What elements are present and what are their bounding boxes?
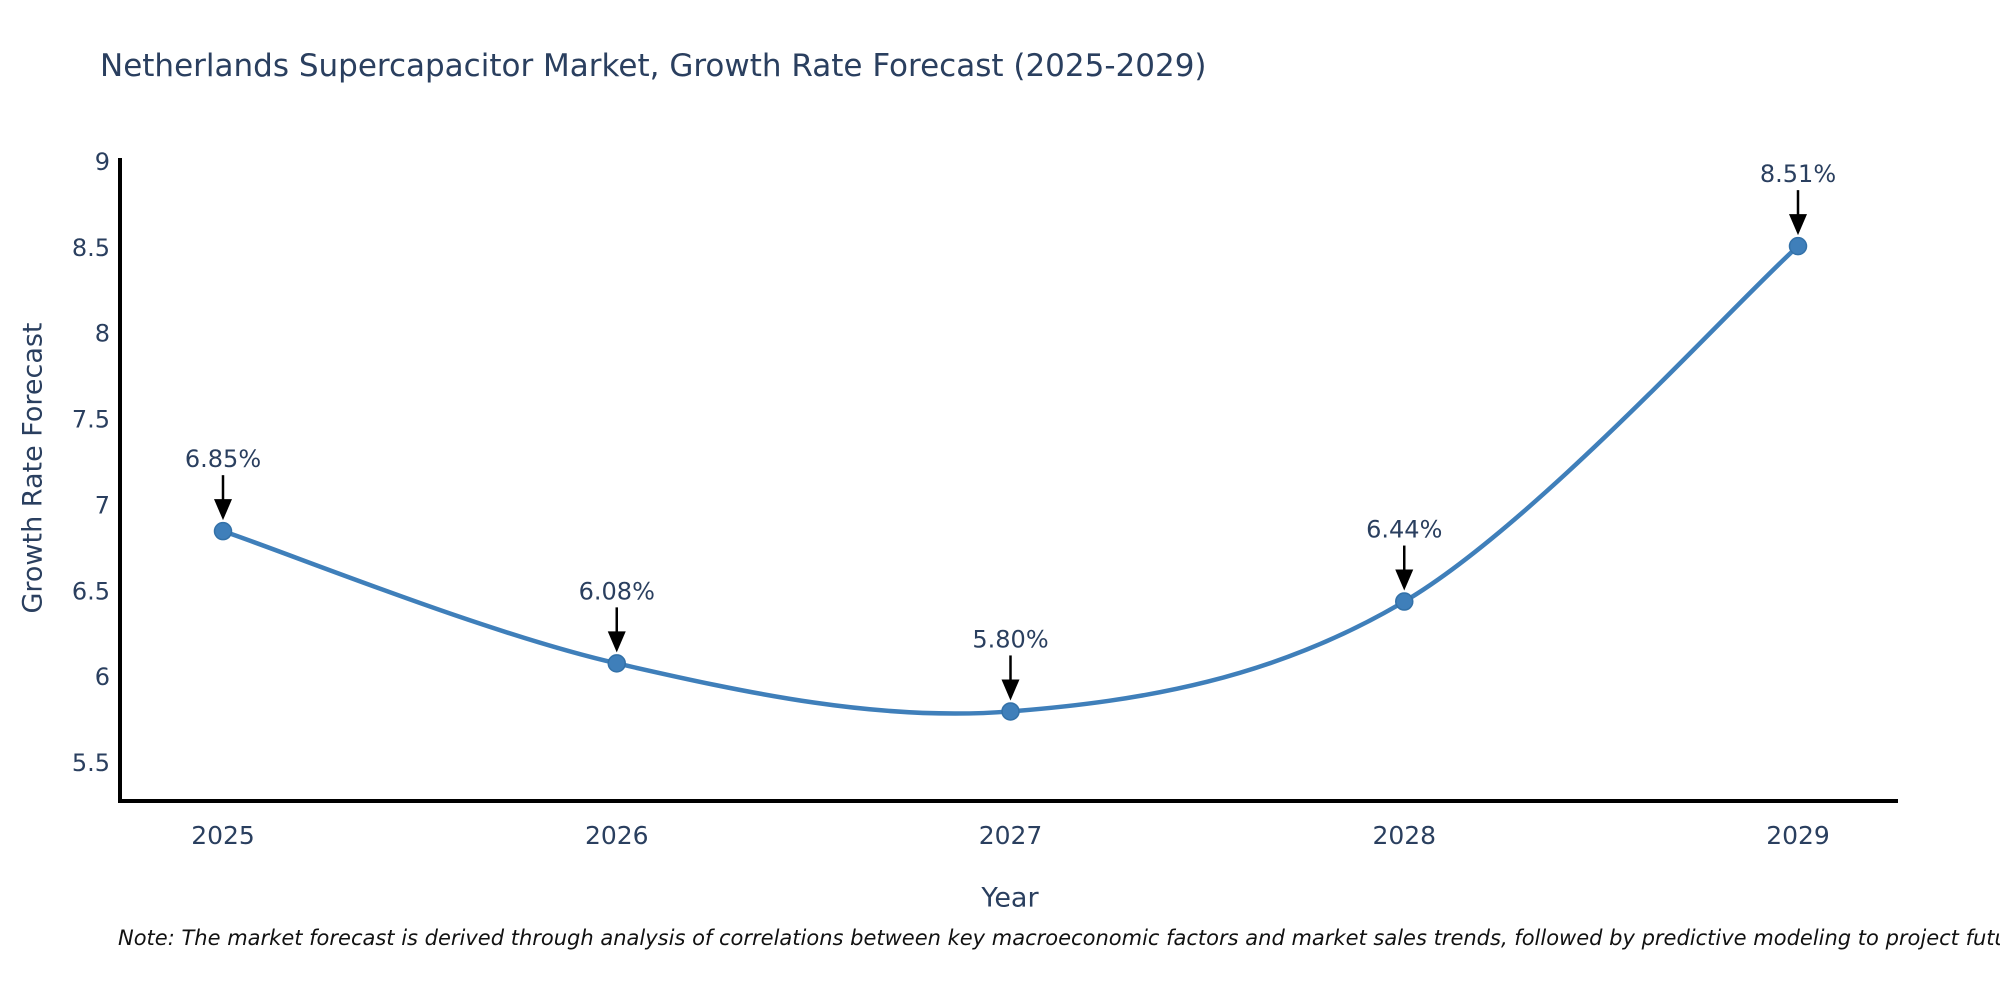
annotation-arrowhead <box>1395 569 1414 591</box>
annotation-label: 6.08% <box>579 577 655 605</box>
x-tick-label: 2025 <box>191 821 255 850</box>
y-tick-label: 7 <box>95 491 110 519</box>
data-point-marker <box>607 654 626 673</box>
data-point-marker <box>213 521 233 541</box>
annotation-arrowhead <box>607 631 626 653</box>
annotation-label: 5.80% <box>972 625 1048 653</box>
y-tick-label: 8.5 <box>72 234 110 262</box>
y-tick-label: 6 <box>95 663 110 691</box>
series-line <box>220 243 1801 716</box>
y-tick-label: 8 <box>95 320 110 348</box>
x-tick-label: 2027 <box>979 821 1043 850</box>
annotation-arrowhead <box>214 499 232 521</box>
annotation-label: 8.51% <box>1760 160 1836 188</box>
y-tick-label: 9 <box>95 148 110 176</box>
annotation-label: 6.85% <box>185 445 261 473</box>
footnote: Note: The market forecast is derived thr… <box>118 926 2000 950</box>
y-tick-label: 5.5 <box>72 749 110 777</box>
y-tick-label: 7.5 <box>72 406 110 434</box>
annotation-label: 6.44% <box>1366 516 1442 544</box>
data-point-marker <box>1788 236 1808 256</box>
data-point-marker <box>1001 702 1020 721</box>
annotation-arrowhead <box>1001 679 1020 701</box>
y-tick-label: 6.5 <box>72 577 110 605</box>
x-tick-label: 2029 <box>1766 821 1830 850</box>
annotation-arrowhead <box>1789 214 1807 236</box>
x-tick-label: 2028 <box>1372 821 1436 850</box>
x-axis-title: Year <box>981 882 1039 914</box>
x-tick-label: 2026 <box>585 821 649 850</box>
chart-title: Netherlands Supercapacitor Market, Growt… <box>100 48 1207 84</box>
data-point-marker <box>1395 592 1414 611</box>
